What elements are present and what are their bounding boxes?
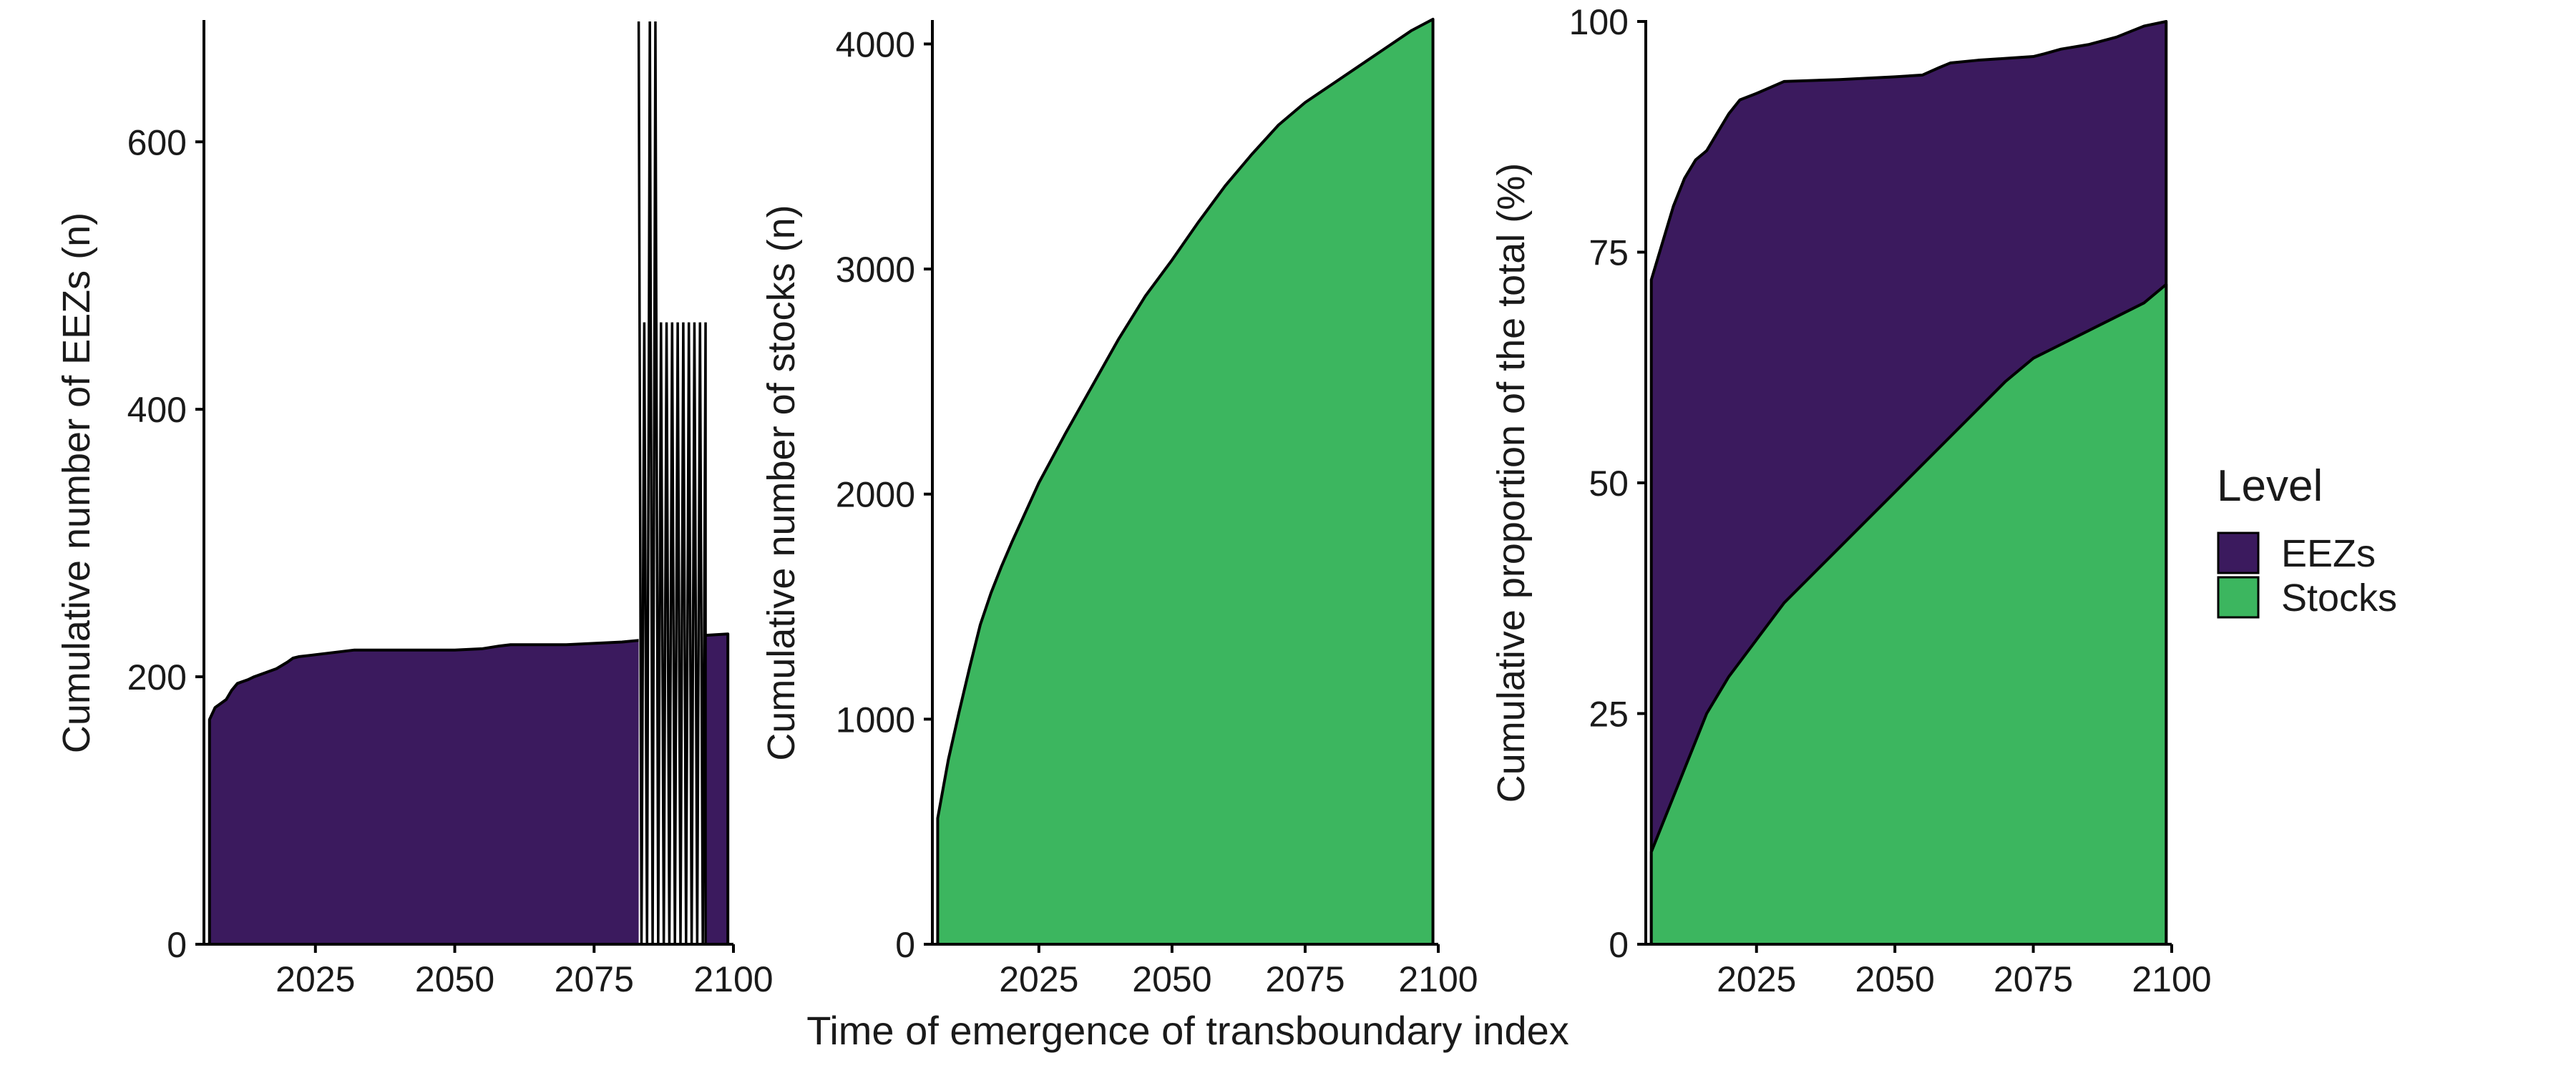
spike-lines [637,21,707,945]
panel-proportion: 0 25 50 75 100 2025 2050 2075 2100 Cumulative pro… [1490,2,2212,999]
x-tick-label: 2075 [555,959,634,999]
panels: 0 200 400 600 2025 2050 2075 2100 Cumulative num… [55,2,2212,999]
y-tick-label: 50 [1589,464,1629,504]
x-tick-label: 2075 [1994,959,2073,999]
legend-label-eezs: EEZs [2281,532,2376,575]
y-tick-label: 25 [1589,695,1629,735]
y-tick-label: 2000 [836,475,915,515]
y-axis-label: Cumulative number of stocks (n) [760,205,803,760]
y-tick-label: 0 [1609,925,1629,965]
y-tick-label: 0 [167,925,187,965]
y-axis-label: Cumulative proportion of the total (%) [1490,163,1533,803]
x-axis-label: Time of emergence of transboundary index [806,1008,1569,1053]
legend: Level EEZs Stocks [2217,461,2397,619]
area-proportion-stocks [1649,283,2168,946]
x-tick-label: 2100 [2132,959,2211,999]
x-tick-label: 2075 [1265,959,1345,999]
x-tick-label: 2025 [999,959,1078,999]
legend-swatch-stocks [2217,576,2260,619]
x-tick-label: 2050 [415,959,494,999]
area-eezs-eezs [208,632,730,946]
legend-swatch-eezs [2217,531,2260,574]
y-tick-label: 200 [127,657,187,697]
x-tick-label: 2100 [1398,959,1478,999]
panel-eezs: 0 200 400 600 2025 2050 2075 2100 Cumulative num… [55,20,774,999]
x-tick-label: 2100 [693,959,773,999]
panel-stocks: 0 1000 2000 3000 4000 2025 2050 2075 2100 Cumulat… [760,17,1478,999]
y-tick-label: 4000 [836,24,915,64]
y-tick-label: 100 [1569,2,1629,42]
y-tick-label: 600 [127,122,187,162]
y-tick-label: 3000 [836,250,915,290]
y-tick-label: 75 [1589,233,1629,273]
x-tick-label: 2025 [275,959,355,999]
y-tick-label: 1000 [836,700,915,740]
x-tick-label: 2025 [1717,959,1796,999]
y-tick-label: 400 [127,390,187,430]
y-axis-label: Cumulative number of EEZs (n) [55,212,98,753]
x-tick-label: 2050 [1132,959,1211,999]
area-stocks-stocks [936,17,1435,946]
x-tick-label: 2050 [1855,959,1935,999]
legend-title: Level [2217,461,2323,511]
legend-label-stocks: Stocks [2281,577,2397,619]
y-tick-label: 0 [895,925,915,965]
